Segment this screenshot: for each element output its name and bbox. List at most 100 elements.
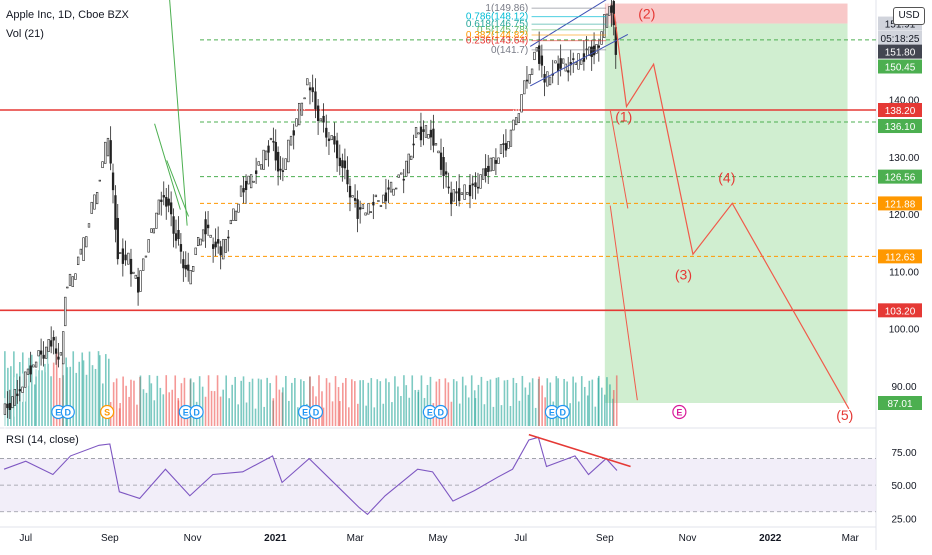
candle-body [206,224,210,229]
volume-bar [569,403,571,426]
volume-bar [394,376,396,426]
price-tag-8: 112.63 [885,252,915,263]
volume-bar [94,368,97,426]
volume-bar [204,396,207,426]
candle-body [121,248,125,264]
volume-bar [189,378,192,426]
fib-label-1: 1(149.86) [485,3,528,14]
candle-body [407,153,410,174]
candle-body [499,144,503,154]
volume-bar [515,382,518,426]
candle-body [62,331,65,365]
event-marker-label-5: E [302,408,308,418]
volume-bar [24,378,27,426]
price-tag-9: 103.20 [885,306,916,317]
candle-body [562,58,565,64]
candle-body [139,270,142,292]
volume-bar [500,405,503,426]
volume-bar [248,381,251,426]
volume-bar [142,389,145,426]
candle-body [177,229,180,240]
price-tick-3: 120.00 [889,210,920,221]
candle-body [292,130,295,136]
candle-body [184,264,187,270]
candle-body [603,14,606,38]
candle-body [59,352,63,356]
volume-bar [47,351,49,426]
event-marker [60,404,75,420]
volume-bar [153,400,156,426]
candle-body [319,118,323,122]
candle-body [129,258,133,275]
candle-body [392,188,395,196]
volume-bar [492,406,495,426]
volume-bar [574,382,577,426]
candle-body [79,248,83,255]
candle-body [364,212,367,216]
price-tag-bg [878,249,922,264]
volume-bar [91,365,94,426]
candle-body [330,135,333,141]
candle-body [338,157,342,167]
candle-body [434,143,438,146]
volume-bar [388,382,390,426]
volume-bar [165,375,168,426]
candle-body [422,129,425,132]
volume-bar [266,377,268,426]
chart-title[interactable]: Apple Inc, 1D, Cboe BZX [6,9,129,21]
volume-bar [483,404,486,426]
candle-body [116,217,119,260]
volume-bar [417,389,420,426]
candle-body [463,184,466,200]
candle-body [600,31,603,45]
candle-body [588,46,591,56]
candle-body [559,58,562,69]
event-marker [433,404,448,420]
candle-body [160,199,163,202]
volume-bar [452,379,455,426]
volume-bar [477,384,480,426]
candle-body [144,255,148,258]
volume-bar [7,367,9,426]
volume-bar [228,398,230,426]
candle-body [277,151,280,172]
volume-bar [201,386,204,426]
candle-body [82,237,85,261]
volume-bar [72,351,75,426]
candle-body [530,68,534,75]
candle-body [533,51,536,61]
wave-label-3: (4) [718,170,735,186]
candle-body [174,233,178,241]
candle-body [90,201,93,214]
wave-label-2: (3) [675,266,692,282]
candle-body [281,170,285,172]
volume-bar [420,375,423,426]
price-tag-7: 121.88 [885,199,916,210]
candle-body [351,195,354,198]
price-tag-bg [878,44,922,59]
volume-bar [150,383,153,426]
volume-bar [115,378,118,426]
volume-bar [450,401,453,426]
volume-bar [438,378,441,426]
volume-label[interactable]: Vol (21) [6,28,44,40]
candle-body [504,143,508,151]
candle-body [68,273,72,286]
volume-bar [524,387,527,426]
candle-body [242,188,245,193]
currency-button[interactable]: USD [893,7,925,25]
candle-body [217,239,220,244]
candle-body [369,211,373,213]
event-marker [100,404,115,420]
volume-bar [145,392,148,426]
volume-bar [27,357,30,426]
volume-bar [506,379,509,426]
rsi-label[interactable]: RSI (14, close) [6,434,79,446]
volume-bar [322,407,325,426]
volume-bar [192,382,195,426]
candle-body [605,13,609,28]
price-tick-5: 140.00 [889,96,920,107]
volume-bar [254,408,257,426]
time-tick-4: Mar [347,533,365,544]
price-tag-bg [878,59,922,74]
